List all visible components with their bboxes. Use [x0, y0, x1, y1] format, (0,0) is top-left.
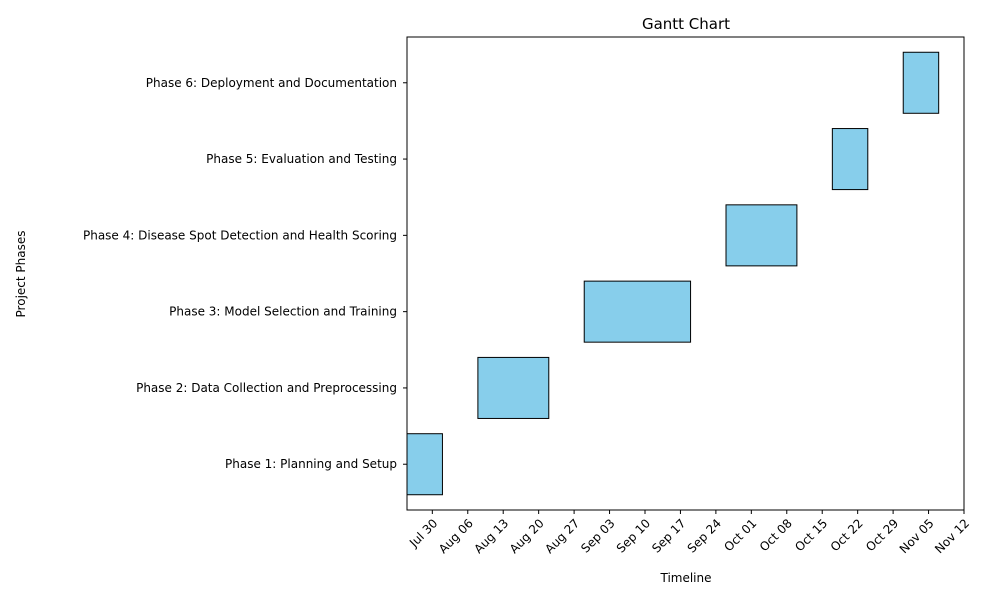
x-tick-label: Aug 20	[507, 516, 547, 556]
gantt-bar	[725, 204, 798, 267]
y-tick-label: Phase 5: Evaluation and Testing	[206, 152, 397, 166]
y-axis: Phase 1: Planning and Setup Phase 2: Data…	[83, 76, 407, 471]
gantt-bar	[583, 280, 692, 343]
gantt-bar	[902, 51, 940, 114]
x-tick-label: Sep 10	[614, 516, 653, 555]
x-tick-label: Oct 08	[757, 516, 795, 554]
x-tick-label: Oct 01	[721, 516, 759, 554]
y-tick-label: Phase 3: Model Selection and Training	[169, 305, 397, 319]
x-tick-label: Jul 30	[406, 516, 440, 550]
y-axis-title: Project Phases	[14, 231, 28, 318]
gantt-bar	[831, 128, 869, 191]
y-tick-label: Phase 4: Disease Spot Detection and Heal…	[83, 228, 397, 242]
x-axis-title: Timeline	[659, 571, 711, 585]
x-tick-label: Oct 15	[792, 516, 830, 554]
x-tick-label: Aug 06	[436, 516, 476, 556]
x-tick-label: Aug 27	[542, 516, 582, 556]
y-tick-label: Phase 6: Deployment and Documentation	[146, 76, 397, 90]
y-tick-label: Phase 1: Planning and Setup	[225, 457, 397, 471]
gantt-bar	[406, 433, 443, 496]
x-tick-label: Oct 29	[863, 516, 901, 554]
gantt-bar	[477, 356, 550, 419]
x-tick-label: Sep 24	[685, 516, 724, 555]
x-tick-label: Nov 12	[932, 516, 972, 556]
plot-frame	[406, 36, 965, 511]
y-tick-label: Phase 2: Data Collection and Preprocessi…	[136, 381, 397, 395]
x-tick-label: Nov 05	[897, 516, 937, 556]
x-tick-label: Sep 03	[578, 516, 617, 555]
chart-title: Gantt Chart	[642, 15, 730, 33]
x-tick-label: Oct 22	[828, 516, 866, 554]
x-tick-label: Aug 13	[471, 516, 511, 556]
bars-group	[406, 51, 940, 496]
x-tick-label: Sep 17	[649, 516, 688, 555]
